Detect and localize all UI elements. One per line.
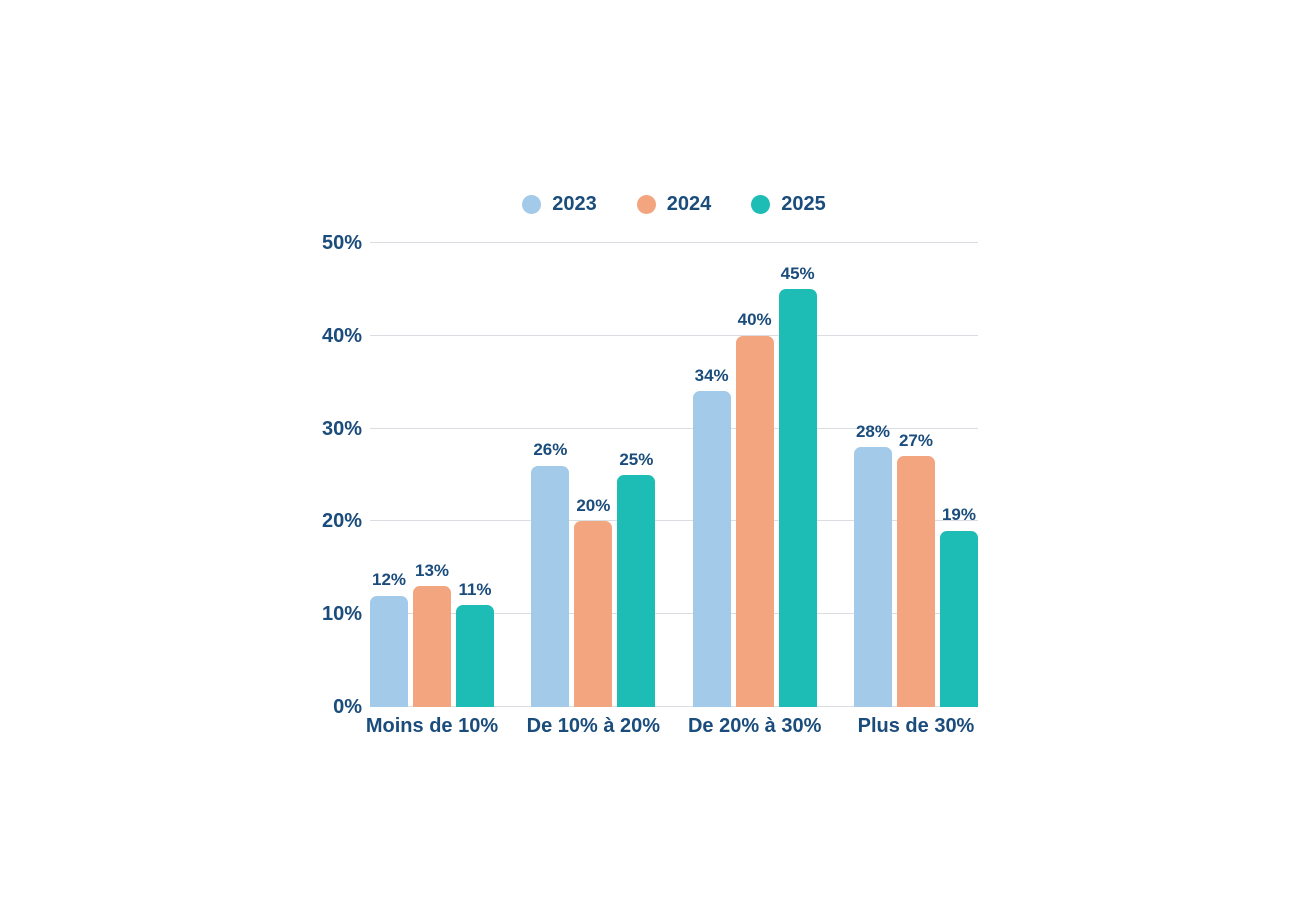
bar-wrap: 12%	[370, 570, 408, 707]
chart-legend: 2023 2024 2025	[370, 193, 978, 216]
bar-2025-4	[939, 530, 978, 707]
bar-wrap: 19%	[939, 505, 978, 707]
y-axis-tick-label: 10%	[321, 603, 362, 626]
y-axis-tick-label: 0%	[333, 696, 362, 718]
y-axis: 0% 10% 20% 30% 40% 50%	[270, 233, 362, 717]
bar-wrap: 27%	[896, 431, 935, 707]
x-axis-cell: De 10% à 20%	[527, 714, 660, 738]
bar-wrap: 11%	[456, 580, 494, 707]
bar-value-label: 12%	[371, 570, 407, 590]
bar-value-label: 34%	[694, 366, 729, 386]
bar-value-label: 25%	[619, 449, 654, 469]
bar-wrap: 34%	[692, 366, 731, 707]
bar-wrap: 45%	[778, 264, 817, 707]
x-axis-category-label: Plus de 30%	[857, 715, 975, 737]
bar-2024-2	[574, 521, 613, 707]
legend-swatch-circle	[636, 195, 656, 214]
legend-item: 2023	[522, 193, 597, 216]
bar-value-label: 13%	[414, 560, 450, 580]
bar-wrap: 26%	[531, 440, 570, 707]
bar-2023-2	[531, 465, 570, 707]
legend-label: 2025	[781, 193, 826, 215]
bar-group: 28% 27% 19%	[853, 421, 978, 707]
bar-wrap: 13%	[413, 561, 451, 707]
gridline	[370, 242, 978, 243]
bar-2024-1	[413, 586, 451, 707]
legend-swatch-circle	[522, 195, 542, 214]
bar-value-label: 26%	[533, 440, 568, 460]
bar-2024-4	[896, 456, 935, 707]
x-axis-cell: Moins de 10%	[366, 714, 498, 738]
legend-label: 2024	[666, 193, 712, 215]
gridline	[370, 520, 978, 522]
bar-2023-1	[370, 595, 408, 707]
x-axis: Moins de 10% De 10% à 20% De 20% à 30% Plus…	[366, 714, 978, 738]
bar-wrap: 40%	[735, 310, 774, 707]
legend-item: 2025	[751, 193, 826, 216]
gridline	[370, 427, 978, 429]
bars-layer: 12% 13% 11% 26% 20% 25% 34% 40% 45% 28% 27% 19%	[370, 243, 978, 707]
plot-area: 12% 13% 11% 26% 20% 25% 34% 40% 45% 28% 27% 19%	[370, 242, 978, 707]
bar-2024-3	[735, 335, 774, 707]
legend-item: 2024	[636, 193, 712, 216]
bar-group: 12% 13% 11%	[370, 561, 494, 707]
bar-2025-2	[617, 475, 656, 707]
bar-2025-3	[778, 289, 817, 707]
legend-label: 2023	[552, 193, 597, 215]
y-axis-tick-label: 30%	[321, 417, 362, 440]
y-axis-tick-label: 40%	[321, 324, 362, 347]
bar-value-label: 11%	[458, 579, 492, 599]
x-axis-category-label: De 10% à 20%	[526, 715, 661, 737]
bar-2023-3	[692, 391, 731, 707]
bar-value-label: 27%	[898, 431, 933, 451]
bar-group: 34% 40% 45%	[692, 264, 817, 707]
x-axis-category-label: Moins de 10%	[365, 715, 499, 737]
gridline	[370, 334, 978, 336]
bar-value-label: 45%	[780, 264, 815, 284]
bar-wrap: 25%	[617, 449, 656, 707]
bar-2023-4	[853, 447, 892, 707]
x-axis-category-label: De 20% à 30%	[687, 715, 822, 737]
gridline	[370, 706, 978, 707]
bar-2025-1	[456, 604, 494, 707]
bar-wrap: 28%	[853, 421, 892, 707]
bar-value-label: 19%	[941, 505, 976, 525]
legend-swatch-circle	[751, 195, 771, 214]
bar-value-label: 28%	[855, 421, 890, 441]
bar-group: 26% 20% 25%	[531, 440, 656, 707]
x-axis-cell: Plus de 30%	[854, 714, 978, 738]
gridline	[370, 613, 978, 615]
bar-value-label: 40%	[737, 310, 772, 330]
x-axis-cell: De 20% à 30%	[688, 714, 821, 738]
y-axis-tick-label: 50%	[321, 232, 362, 254]
bar-wrap: 20%	[574, 496, 613, 707]
y-axis-tick-label: 20%	[321, 510, 362, 533]
bar-value-label: 20%	[576, 496, 611, 516]
